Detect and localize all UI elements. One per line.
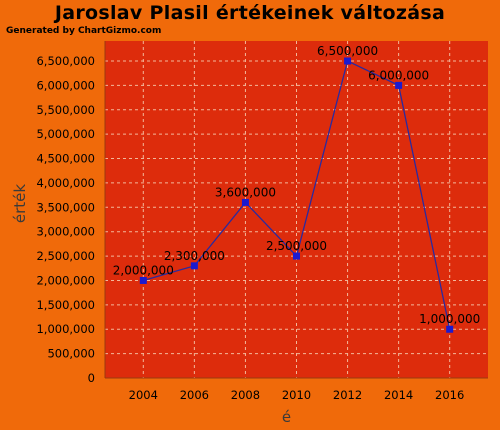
data-point-marker <box>446 325 454 333</box>
x-tick-label: 2004 <box>129 388 158 402</box>
x-tick-label: 2008 <box>231 388 260 402</box>
y-tick-label: 4,000,000 <box>36 176 95 190</box>
data-point-marker <box>344 57 352 65</box>
y-tick-label: 1,000,000 <box>36 322 95 336</box>
x-tick-label: 2016 <box>435 388 464 402</box>
y-tick-label: 4,500,000 <box>36 152 95 166</box>
y-tick-label: 5,000,000 <box>36 127 95 141</box>
y-tick-label: 5,500,000 <box>36 103 95 117</box>
generated-by-credit: Generated by ChartGizmo.com <box>6 26 162 36</box>
data-label: 6,500,000 <box>317 44 378 58</box>
data-point-marker <box>395 81 403 89</box>
data-label: 6,000,000 <box>368 68 429 82</box>
y-axis-label: érték <box>11 184 29 224</box>
data-point-marker <box>241 198 249 206</box>
y-tick-label: 2,500,000 <box>36 249 95 263</box>
data-label: 3,600,000 <box>215 185 276 199</box>
y-tick-label: 2,000,000 <box>36 273 95 287</box>
chart-title: Jaroslav Plasil értékeinek változása <box>54 2 446 24</box>
x-tick-label: 2014 <box>384 388 413 402</box>
x-tick-label: 2012 <box>333 388 362 402</box>
data-label: 1,000,000 <box>419 312 480 326</box>
data-point-marker <box>293 252 300 260</box>
y-tick-label: 0 <box>88 371 95 385</box>
y-tick-label: 500,000 <box>47 347 95 361</box>
x-axis-label: é <box>282 408 291 426</box>
y-tick-label: 6,500,000 <box>36 54 95 68</box>
data-label: 2,300,000 <box>164 249 225 263</box>
x-tick-label: 2006 <box>180 388 209 402</box>
y-tick-label: 3,000,000 <box>36 225 95 239</box>
data-point-marker <box>190 262 198 270</box>
y-tick-label: 1,500,000 <box>36 298 95 312</box>
y-tick-label: 3,500,000 <box>36 200 95 214</box>
data-label: 2,000,000 <box>113 263 174 277</box>
y-tick-label: 6,000,000 <box>36 78 95 92</box>
x-tick-label: 2010 <box>282 388 311 402</box>
data-point-marker <box>139 276 147 284</box>
data-label: 2,500,000 <box>266 239 327 253</box>
